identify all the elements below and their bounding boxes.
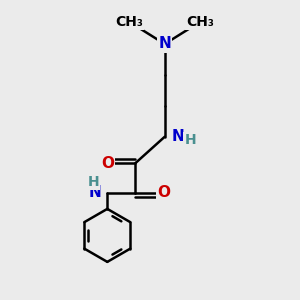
Text: N: N xyxy=(88,185,101,200)
Text: H: H xyxy=(88,176,99,189)
Text: O: O xyxy=(101,156,114,171)
Text: O: O xyxy=(157,185,170,200)
Text: N: N xyxy=(172,129,184,144)
Text: N: N xyxy=(158,37,171,52)
Text: CH₃: CH₃ xyxy=(116,15,143,29)
Text: CH₃: CH₃ xyxy=(186,15,214,29)
Text: H: H xyxy=(184,133,196,147)
